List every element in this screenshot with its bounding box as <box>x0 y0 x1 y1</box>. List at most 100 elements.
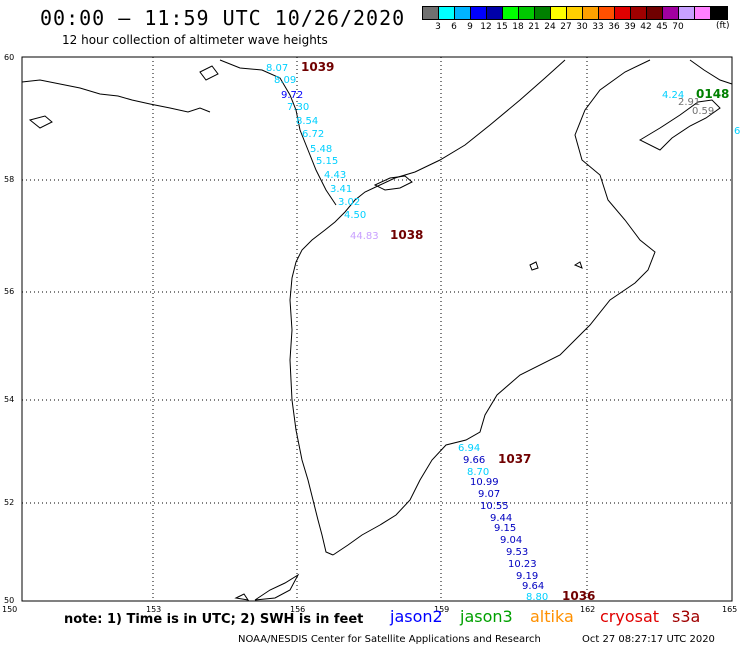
wave-height-value: 9.44 <box>490 513 512 524</box>
wave-height-value: 5.48 <box>310 144 332 155</box>
lon-tick-label: 153 <box>146 605 161 614</box>
satellite-s3a: s3a <box>672 607 701 626</box>
wave-height-value: 9.72 <box>281 90 303 101</box>
legend-swatch <box>455 7 471 19</box>
legend-label: 42 <box>640 22 652 32</box>
wave-height-value: 6.72 <box>302 129 324 140</box>
legend-swatches <box>422 6 728 20</box>
legend-label: 12 <box>480 22 492 32</box>
legend-label: 9 <box>467 22 473 32</box>
color-legend: 3 6 9 12 15 18 21 24 27 30 33 36 39 42 45 70 (ft) <box>422 6 730 32</box>
legend-swatch <box>679 7 695 19</box>
lon-tick-label: 150 <box>2 605 17 614</box>
legend-label: 24 <box>544 22 556 32</box>
legend-swatch <box>519 7 535 19</box>
lat-tick-label: 54 <box>4 395 14 404</box>
wave-height-value: 9.53 <box>506 547 528 558</box>
satellite-jason2: jason2 <box>390 607 443 626</box>
wave-height-value: 10.23 <box>508 559 537 570</box>
wave-height-value: 9.04 <box>500 535 522 546</box>
wave-height-value: 2.91 <box>678 97 700 108</box>
satellite-jason3: jason3 <box>460 607 513 626</box>
satellite-altika: altika <box>530 607 574 626</box>
footer-note: note: 1) Time is in UTC; 2) SWH is in fe… <box>64 612 364 627</box>
legend-label: 39 <box>624 22 636 32</box>
legend-labels: 3 6 9 12 15 18 21 24 27 30 33 36 39 42 45 70 <box>422 22 728 32</box>
wave-height-value: 8.70 <box>467 467 489 478</box>
legend-swatch <box>711 7 727 19</box>
legend-label: 33 <box>592 22 604 32</box>
wave-height-value: 4.24 <box>662 90 684 101</box>
legend-swatch <box>503 7 519 19</box>
wave-height-value: 4.43 <box>324 170 346 181</box>
legend-label: 36 <box>608 22 620 32</box>
legend-label: 6 <box>451 22 457 32</box>
lat-tick-label: 52 <box>4 498 14 507</box>
credit-line: NOAA/NESDIS Center for Satellite Applica… <box>238 634 541 645</box>
wave-height-value: 8.54 <box>296 116 318 127</box>
pass-number-label: 1036 <box>562 589 595 603</box>
pass-number-label: 1039 <box>301 60 334 74</box>
legend-swatch <box>695 7 711 19</box>
legend-unit: (ft) <box>716 21 730 31</box>
map-frame <box>21 56 733 602</box>
lat-tick-label: 60 <box>4 53 14 62</box>
wave-height-value: 8.07 <box>266 63 288 74</box>
legend-swatch <box>615 7 631 19</box>
legend-swatch <box>423 7 439 19</box>
lon-axis: 150 153 156 159 162 165 <box>2 605 737 614</box>
legend-swatch <box>647 7 663 19</box>
wave-height-value: 3.41 <box>330 184 352 195</box>
wave-height-value: 10.55 <box>480 501 509 512</box>
legend-label: 21 <box>528 22 540 32</box>
legend-swatch <box>631 7 647 19</box>
lon-tick-label: 159 <box>434 605 449 614</box>
wave-height-value: 44.83 <box>350 231 379 242</box>
graticule <box>22 57 732 601</box>
legend-swatch <box>663 7 679 19</box>
wave-height-value: 9.15 <box>494 523 516 534</box>
lon-tick-label: 162 <box>580 605 595 614</box>
lat-tick-label: 58 <box>4 175 14 184</box>
legend-swatch <box>535 7 551 19</box>
legend-swatch <box>551 7 567 19</box>
legend-label: 70 <box>672 22 684 32</box>
wave-height-value: 0.59 <box>692 106 714 117</box>
lon-tick-label: 156 <box>290 605 305 614</box>
wave-height-value: 9.19 <box>516 571 538 582</box>
wave-height-value: 6.94 <box>458 443 480 454</box>
legend-label: 18 <box>512 22 524 32</box>
legend-label: 15 <box>496 22 508 32</box>
coastline <box>21 59 733 601</box>
lon-tick-label: 165 <box>722 605 737 614</box>
wave-height-value: 3.02 <box>338 197 360 208</box>
wave-height-value: 5.15 <box>316 156 338 167</box>
legend-label: 30 <box>576 22 588 32</box>
legend-swatch <box>439 7 455 19</box>
lat-tick-label: 56 <box>4 287 14 296</box>
wave-height-value: 9.07 <box>478 489 500 500</box>
map-title: 00:00 – 11:59 UTC 10/26/2020 <box>40 6 406 30</box>
wave-height-value: 8.09 <box>274 75 296 86</box>
generated-time: Oct 27 08:27:17 UTC 2020 <box>582 634 715 645</box>
wave-height-value: 7.30 <box>287 102 309 113</box>
legend-swatch <box>599 7 615 19</box>
wave-height-value: 10.99 <box>470 477 499 488</box>
wave-height-value: 9.66 <box>463 455 485 466</box>
wave-height-value: 4.50 <box>344 210 366 221</box>
legend-swatch <box>471 7 487 19</box>
wave-height-value: 6 <box>734 126 740 137</box>
legend-swatch <box>567 7 583 19</box>
legend-label: 45 <box>656 22 668 32</box>
legend-label: 27 <box>560 22 572 32</box>
altimeter-tracks: 8.078.09 9.727.30 8.54 6.72 5.485.15 4.43 3.41… <box>266 60 740 603</box>
pass-number-label: 1037 <box>498 452 531 466</box>
wave-height-value: 8.80 <box>526 592 548 603</box>
lat-axis: 60 58 56 54 52 50 <box>4 53 14 605</box>
lat-tick-label: 50 <box>4 596 14 605</box>
legend-label: 3 <box>435 22 441 32</box>
satellite-cryosat: cryosat <box>600 607 660 626</box>
legend-swatch <box>487 7 503 19</box>
map-subtitle: 12 hour collection of altimeter wave hei… <box>62 33 328 47</box>
